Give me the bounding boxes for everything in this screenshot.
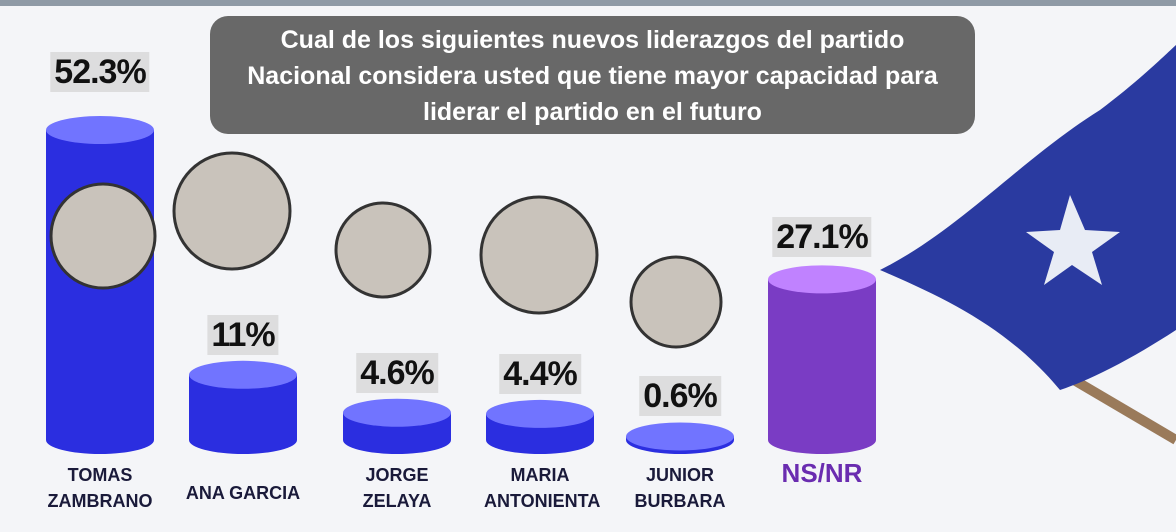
value-label: 4.6% <box>356 352 438 393</box>
value-label: 4.4% <box>499 353 581 394</box>
x-tick-label: TOMAS ZAMBRANO <box>47 465 153 511</box>
x-tick-label: MARIA ANTONIENTA <box>484 465 601 511</box>
value-label: 52.3% <box>50 52 150 92</box>
bar-top <box>486 399 594 428</box>
bar <box>768 279 876 440</box>
value-label: 11% <box>207 314 279 355</box>
x-tick-label: JORGE ZELAYA <box>362 465 432 511</box>
bar-top <box>46 116 154 144</box>
bar-top <box>626 422 734 451</box>
x-tick-label: ANA GARCIA <box>185 483 301 503</box>
bar-top <box>343 398 451 427</box>
x-tick-label: NS/NR <box>781 458 863 488</box>
bar-top <box>768 265 876 294</box>
x-tick-label: JUNIOR BURBARA <box>634 465 726 511</box>
top-border <box>0 0 1176 6</box>
flag <box>880 45 1176 445</box>
bar-top <box>189 360 297 389</box>
value-label: 27.1% <box>772 217 872 258</box>
value-label: 0.6% <box>639 376 721 417</box>
chart-title: Cual de los siguientes nuevos liderazgos… <box>210 16 975 134</box>
photos <box>49 151 723 349</box>
